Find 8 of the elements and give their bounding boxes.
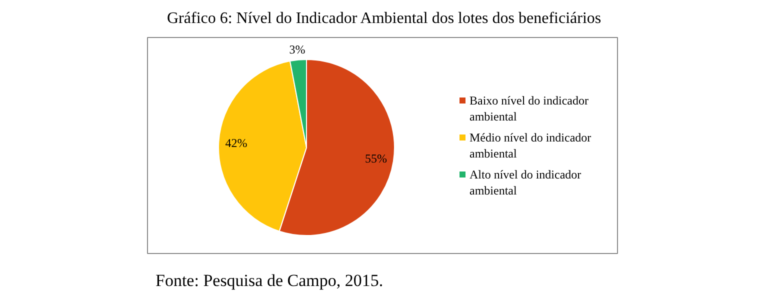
data-label: 42% bbox=[225, 136, 248, 150]
data-label: 3% bbox=[289, 42, 306, 56]
legend-label: Médio nível do indicador ambiental bbox=[470, 130, 592, 161]
data-label: 55% bbox=[365, 152, 388, 166]
source-note: Fonte: Pesquisa de Campo, 2015. bbox=[156, 271, 384, 290]
chart-title: Gráfico 6: Nível do Indicador Ambiental dos lotes dos beneficiários bbox=[167, 10, 602, 27]
legend-label: Baixo nível do indicador ambiental bbox=[470, 94, 588, 124]
legend-label: Alto nível do indicador ambiental bbox=[470, 168, 582, 198]
